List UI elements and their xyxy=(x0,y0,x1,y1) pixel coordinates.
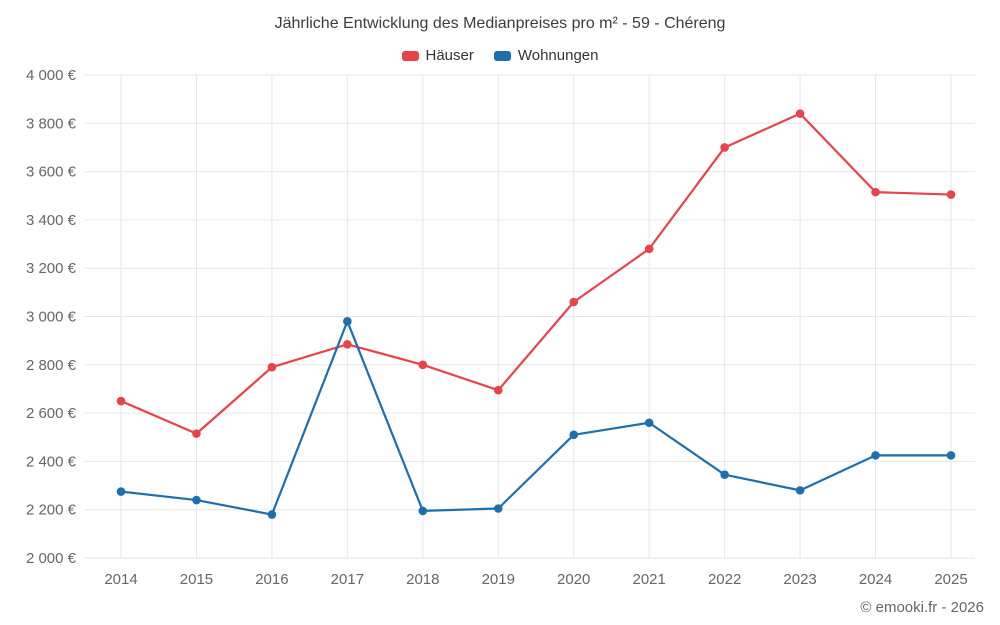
svg-text:2024: 2024 xyxy=(859,571,892,588)
x-axis-labels: 2014 2015 2016 2017 2018 2019 2020 2021 2022 2023… xyxy=(104,571,967,588)
svg-text:2016: 2016 xyxy=(255,571,288,588)
svg-text:2 800 €: 2 800 € xyxy=(26,357,77,374)
series-line xyxy=(120,320,951,516)
svg-text:2014: 2014 xyxy=(104,571,137,588)
svg-text:3 800 €: 3 800 € xyxy=(26,115,77,132)
svg-text:2025: 2025 xyxy=(934,571,967,588)
svg-text:3 400 €: 3 400 € xyxy=(26,212,77,229)
data-point-marker xyxy=(267,510,277,519)
svg-text:2 000 €: 2 000 € xyxy=(26,550,77,567)
series-1 xyxy=(116,317,956,519)
svg-text:2015: 2015 xyxy=(180,571,213,588)
legend-item-haeuser[interactable]: Häuser xyxy=(401,47,474,64)
svg-text:2018: 2018 xyxy=(406,571,439,588)
data-point-marker xyxy=(871,451,880,460)
legend-item-wohnungen[interactable]: Wohnungen xyxy=(493,47,599,64)
svg-text:2023: 2023 xyxy=(783,571,816,588)
legend-swatch-wohnungen-icon xyxy=(493,50,511,61)
legend: Häuser Wohnungen xyxy=(0,47,1000,64)
svg-text:2 400 €: 2 400 € xyxy=(26,453,77,470)
series-line xyxy=(120,112,952,435)
svg-text:2019: 2019 xyxy=(482,571,515,588)
copyright-text: © emooki.fr - 2026 xyxy=(860,599,984,616)
svg-text:2 200 €: 2 200 € xyxy=(26,502,77,519)
data-point-marker xyxy=(644,418,654,428)
data-point-marker xyxy=(946,190,956,199)
data-point-marker xyxy=(946,451,956,460)
svg-text:3 000 €: 3 000 € xyxy=(26,309,77,326)
data-point-marker xyxy=(795,486,805,495)
svg-text:2017: 2017 xyxy=(331,571,364,588)
data-point-marker xyxy=(871,187,880,197)
svg-text:4 000 €: 4 000 € xyxy=(26,67,77,84)
svg-text:3 200 €: 3 200 € xyxy=(26,260,77,277)
data-point-marker xyxy=(418,506,428,516)
data-point-marker xyxy=(720,470,729,479)
svg-text:2020: 2020 xyxy=(557,571,590,588)
data-point-marker xyxy=(493,385,503,395)
data-point-marker xyxy=(644,244,654,254)
series-0 xyxy=(116,109,956,438)
legend-swatch-haeuser-icon xyxy=(401,50,419,61)
data-point-marker xyxy=(569,430,579,440)
data-point-marker xyxy=(569,297,579,307)
data-point-marker xyxy=(493,504,503,513)
data-point-marker xyxy=(343,339,352,349)
legend-label-wohnungen: Wohnungen xyxy=(517,47,599,64)
svg-text:2021: 2021 xyxy=(632,571,665,588)
data-point-marker xyxy=(418,360,428,370)
svg-text:2022: 2022 xyxy=(708,571,741,588)
data-point-marker xyxy=(720,143,729,152)
data-point-marker xyxy=(192,495,201,505)
data-point-marker xyxy=(116,487,126,496)
y-axis-labels: 2 000 € 2 200 € 2 400 € 2 600 € 2 800 € 3 000… xyxy=(26,67,77,567)
svg-text:3 600 €: 3 600 € xyxy=(26,164,77,181)
chart-title: Jährliche Entwicklung des Medianpreises … xyxy=(274,15,726,32)
data-point-marker xyxy=(116,396,126,406)
svg-text:2 600 €: 2 600 € xyxy=(26,405,77,422)
data-point-marker xyxy=(795,109,805,118)
data-point-marker xyxy=(192,429,201,438)
gridlines xyxy=(85,74,975,559)
legend-label-haeuser: Häuser xyxy=(425,47,474,64)
data-point-marker xyxy=(343,317,352,326)
data-point-marker xyxy=(267,362,277,372)
